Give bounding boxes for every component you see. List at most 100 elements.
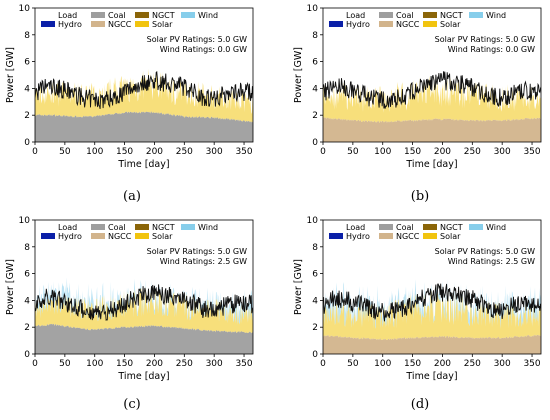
series-load-line — [323, 283, 541, 322]
panel-c: 0 50 100 150 200 250 300 350 0 2 4 6 8 10 Time [day] Po… — [5, 216, 254, 412]
legend-swatch-wind — [469, 12, 483, 18]
y-tick-label: 8 — [24, 243, 30, 253]
series-solar-area — [323, 73, 541, 123]
legend-swatch-load — [328, 11, 344, 19]
legend-label-load: Load — [346, 223, 365, 232]
y-axis-label: Power [GW] — [293, 259, 304, 315]
y-tick-label: 8 — [24, 31, 30, 41]
plot-area — [323, 71, 541, 142]
y-tick-label: 6 — [24, 58, 30, 68]
axes-frame — [322, 219, 542, 355]
x-axis-label: Time [day] — [405, 159, 457, 170]
legend-swatch-ngct — [423, 12, 437, 18]
rating-annotation: Wind Ratings: 2.5 GW — [448, 257, 535, 266]
y-tick-label: 10 — [307, 216, 319, 226]
legend-label-hydro: Hydro — [346, 232, 370, 241]
y-tick-label: 8 — [312, 243, 318, 253]
legend-label-ngcc: NGCC — [108, 20, 132, 29]
series-solar-area — [35, 69, 253, 123]
panel-caption: (a) — [123, 189, 141, 204]
legend-label-solar: Solar — [152, 20, 173, 29]
x-tick-label: 200 — [146, 359, 163, 369]
x-tick-label: 0 — [320, 147, 326, 157]
legend: Load Coal NGCT Wind Hydro NGCC Solar — [328, 223, 506, 241]
y-tick-label: 4 — [24, 84, 30, 94]
x-tick-label: 200 — [434, 359, 451, 369]
x-tick-label: 50 — [347, 147, 359, 157]
y-tick-label: 6 — [24, 270, 30, 280]
y-tick-label: 2 — [24, 111, 30, 121]
legend-label-wind: Wind — [486, 11, 506, 20]
x-tick-label: 300 — [494, 147, 511, 157]
x-tick-label: 300 — [206, 147, 223, 157]
y-tick-label: 0 — [24, 138, 30, 148]
panel-caption: (c) — [123, 397, 140, 412]
panel-d: 0 50 100 150 200 250 300 350 0 2 4 6 8 10 Time [day] Po… — [293, 216, 542, 412]
legend-swatch-ngcc — [91, 21, 105, 27]
legend-swatch-coal — [379, 224, 393, 230]
x-tick-label: 300 — [206, 359, 223, 369]
legend-swatch-coal — [91, 12, 105, 18]
x-tick-label: 0 — [32, 359, 38, 369]
legend-label-solar: Solar — [152, 232, 173, 241]
legend-swatch-ngcc — [91, 233, 105, 239]
legend-label-ngct: NGCT — [440, 11, 463, 20]
series-coal-area — [35, 111, 253, 142]
legend-swatch-solar — [135, 233, 149, 239]
x-tick-label: 150 — [404, 359, 421, 369]
series-load-line — [35, 71, 253, 109]
x-tick-label: 250 — [176, 359, 193, 369]
legend-label-ngct: NGCT — [440, 223, 463, 232]
plot-area — [35, 69, 253, 142]
legend-label-solar: Solar — [440, 20, 461, 29]
legend-swatch-ngct — [423, 224, 437, 230]
x-tick-label: 250 — [176, 147, 193, 157]
panel-b: 0 50 100 150 200 250 300 350 0 2 4 6 8 10 Time [day] Po… — [293, 4, 542, 204]
panel-caption: (d) — [411, 397, 429, 412]
x-tick-label: 350 — [235, 359, 252, 369]
series-coal-area — [35, 323, 253, 354]
panel-caption: (b) — [411, 189, 429, 204]
rating-annotation: Wind Ratings: 0.0 GW — [160, 45, 247, 54]
legend-label-ngct: NGCT — [152, 223, 175, 232]
x-axis-label: Time [day] — [405, 371, 457, 382]
x-tick-label: 200 — [434, 147, 451, 157]
axes-frame — [34, 7, 254, 143]
legend-swatch-load — [40, 11, 56, 19]
legend-swatch-wind — [181, 224, 195, 230]
x-tick-label: 50 — [347, 359, 359, 369]
legend-swatch-ngcc — [379, 21, 393, 27]
series-load-line — [35, 284, 253, 321]
legend-label-wind: Wind — [198, 223, 218, 232]
rating-annotation: Wind Ratings: 0.0 GW — [448, 45, 535, 54]
y-tick-label: 2 — [24, 323, 30, 333]
legend-label-coal: Coal — [396, 11, 414, 20]
legend-swatch-ngct — [135, 224, 149, 230]
series-ngcc-area — [323, 334, 541, 354]
x-axis-label: Time [day] — [117, 371, 169, 382]
series-ngcc-area — [323, 117, 541, 142]
legend-label-load: Load — [58, 11, 77, 20]
legend-label-load: Load — [346, 11, 365, 20]
y-tick-label: 10 — [307, 4, 319, 14]
x-tick-label: 100 — [86, 359, 103, 369]
y-tick-label: 10 — [19, 216, 31, 226]
legend-label-coal: Coal — [396, 223, 414, 232]
y-tick-label: 6 — [312, 58, 318, 68]
axes-frame — [34, 219, 254, 355]
legend-swatch-solar — [135, 21, 149, 27]
series-solar-area — [35, 286, 253, 334]
legend-label-hydro: Hydro — [58, 20, 82, 29]
legend-swatch-wind — [469, 224, 483, 230]
legend-swatch-wind — [181, 12, 195, 18]
legend-swatch-solar — [423, 21, 437, 27]
x-tick-label: 350 — [523, 359, 540, 369]
legend-swatch-ngct — [135, 12, 149, 18]
legend-label-wind: Wind — [486, 223, 506, 232]
rating-annotation: Solar PV Ratings: 5.0 GW — [147, 35, 247, 44]
rating-annotation: Solar PV Ratings: 5.0 GW — [435, 247, 535, 256]
legend-label-ngcc: NGCC — [396, 20, 420, 29]
legend-swatch-hydro — [329, 21, 343, 27]
x-tick-label: 350 — [235, 147, 252, 157]
